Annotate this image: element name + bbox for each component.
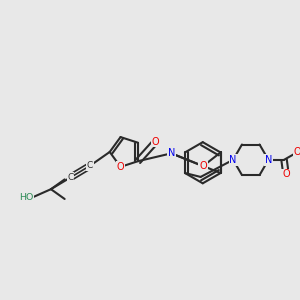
- Text: HO: HO: [19, 193, 33, 202]
- Text: C: C: [87, 161, 93, 170]
- Text: O: O: [117, 162, 124, 172]
- Text: O: O: [294, 147, 300, 157]
- Text: O: O: [282, 169, 290, 179]
- Text: N: N: [265, 155, 272, 165]
- Text: N: N: [230, 155, 237, 165]
- Text: C: C: [68, 173, 74, 182]
- Text: O: O: [152, 136, 160, 147]
- Text: O: O: [199, 161, 207, 171]
- Text: N: N: [168, 148, 175, 158]
